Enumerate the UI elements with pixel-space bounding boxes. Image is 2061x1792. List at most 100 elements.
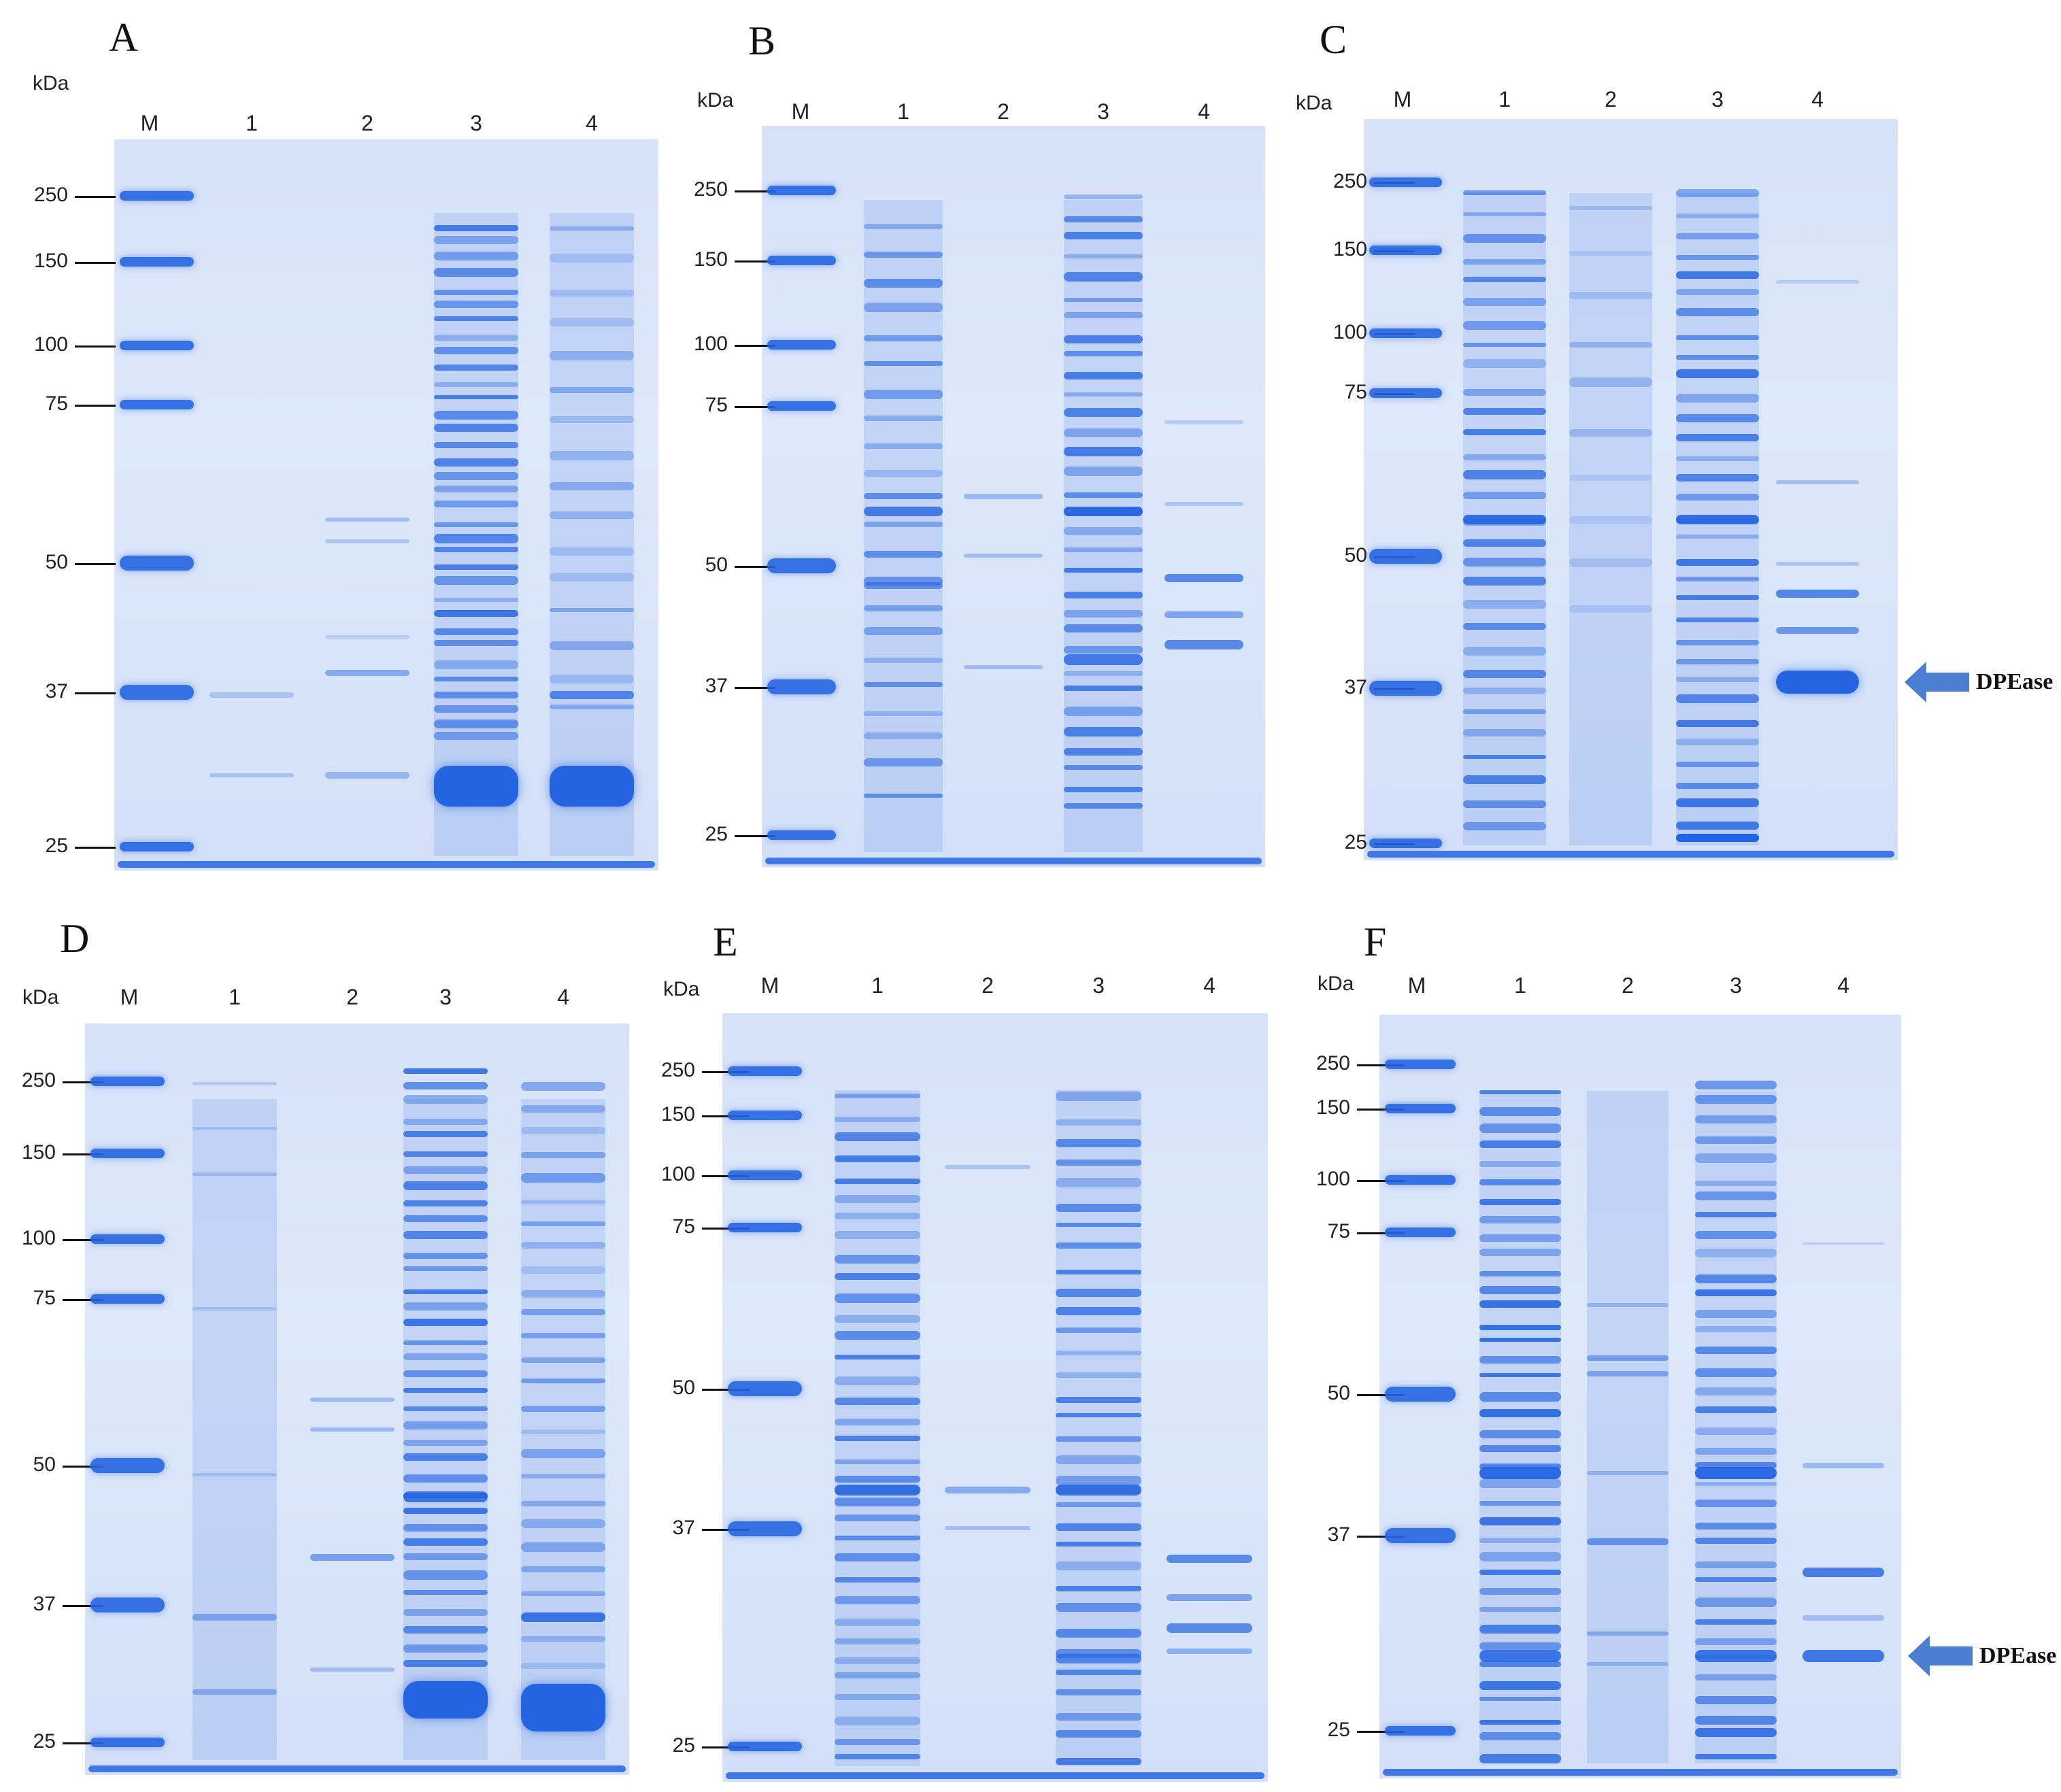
protein-band: [1064, 506, 1143, 516]
protein-band: [1462, 408, 1547, 416]
protein-band: [433, 301, 519, 308]
protein-band: [403, 1181, 488, 1190]
protein-band: [433, 719, 519, 729]
protein-band: [1675, 761, 1760, 767]
protein-band: [1479, 1479, 1561, 1488]
marker-tick: [1357, 1180, 1405, 1182]
protein-band: [433, 547, 519, 552]
protein-band: [1056, 1413, 1141, 1417]
protein-band: [864, 627, 943, 636]
protein-band: [1775, 280, 1860, 284]
protein-band: [864, 361, 943, 367]
lane-label: 4: [1811, 87, 1824, 112]
protein-band: [1056, 1561, 1141, 1571]
protein-band: [1695, 1427, 1777, 1436]
marker-band: [90, 1149, 165, 1158]
dye-front: [726, 1772, 1264, 1779]
protein-band: [520, 1242, 606, 1249]
protein-band: [1064, 372, 1143, 380]
protein-band: [1056, 1204, 1141, 1212]
dpease-annotation-label: DPEase: [1979, 1643, 2057, 1669]
protein-band: [1064, 350, 1143, 357]
protein-band: [1056, 1269, 1141, 1274]
marker-band: [1385, 1387, 1456, 1402]
protein-band: [864, 681, 943, 688]
protein-band: [1056, 1757, 1141, 1765]
protein-band: [1064, 335, 1143, 344]
protein-band: [403, 1119, 488, 1125]
protein-band: [1064, 254, 1143, 258]
protein-band: [1462, 454, 1547, 460]
marker-band: [728, 1381, 803, 1396]
protein-band: [1064, 195, 1143, 199]
protein-band: [549, 482, 635, 491]
marker-tick: [1357, 1232, 1405, 1234]
protein-band: [1064, 216, 1143, 223]
marker-size-label: 100: [693, 333, 728, 355]
protein-band: [1462, 775, 1547, 785]
protein-band: [1056, 1712, 1141, 1721]
protein-band: [403, 1491, 488, 1503]
protein-band: [864, 389, 943, 399]
marker-band: [1385, 1528, 1456, 1543]
protein-band: [1803, 1242, 1884, 1246]
protein-band: [403, 1215, 488, 1222]
protein-band: [1064, 407, 1143, 418]
protein-band: [1462, 321, 1547, 330]
protein-band: [403, 1474, 488, 1483]
protein-band: [1056, 1159, 1141, 1166]
protein-band: [1164, 501, 1243, 506]
protein-band: [403, 1370, 488, 1378]
protein-band: [835, 1475, 920, 1483]
protein-band: [1064, 786, 1143, 792]
protein-band: [1695, 1576, 1777, 1582]
protein-band: [403, 1231, 488, 1240]
lane-label: M: [1407, 973, 1426, 998]
protein-band: [1064, 567, 1143, 573]
protein-band: [1064, 609, 1143, 618]
protein-band: [1675, 369, 1760, 379]
protein-band: [520, 1519, 606, 1528]
protein-band: [433, 576, 519, 586]
gel-image: [114, 139, 658, 870]
protein-band: [1064, 298, 1143, 303]
protein-band: [864, 794, 943, 798]
marker-tick: [63, 1605, 103, 1607]
protein-band: [549, 289, 635, 297]
protein-band: [1056, 1307, 1141, 1315]
protein-band: [403, 1318, 488, 1326]
protein-band: [1695, 1695, 1777, 1705]
marker-tick: [735, 687, 775, 689]
protein-band: [1056, 1484, 1141, 1495]
marker-band: [1369, 549, 1442, 564]
protein-band: [433, 394, 519, 400]
marker-tick: [735, 260, 775, 263]
marker-tick: [702, 1389, 750, 1391]
protein-band: [1675, 254, 1760, 260]
protein-band: [433, 365, 519, 371]
protein-band: [1462, 577, 1547, 586]
lane-smear: [520, 1098, 606, 1760]
unit-label: kDa: [697, 89, 734, 112]
protein-band: [1462, 342, 1547, 348]
protein-band: [1675, 307, 1760, 316]
marker-band: [1385, 1726, 1456, 1736]
protein-band: [433, 501, 519, 508]
protein-band: [1695, 1715, 1777, 1725]
marker-tick: [702, 1071, 750, 1073]
protein-band: [433, 660, 519, 670]
protein-band: [192, 1472, 278, 1476]
marker-band: [767, 830, 836, 840]
protein-band: [1695, 1249, 1777, 1257]
marker-size-label: 250: [660, 1059, 695, 1081]
protein-band: [1056, 1670, 1141, 1676]
marker-size-label: 100: [1333, 321, 1367, 343]
marker-tick: [75, 262, 116, 264]
protein-band: [1675, 783, 1760, 789]
lane-label: 4: [1198, 99, 1210, 124]
protein-band: [1803, 1462, 1884, 1468]
protein-band: [549, 704, 635, 710]
protein-band: [835, 1272, 920, 1281]
protein-band: [835, 1553, 920, 1562]
protein-band: [403, 1508, 488, 1514]
